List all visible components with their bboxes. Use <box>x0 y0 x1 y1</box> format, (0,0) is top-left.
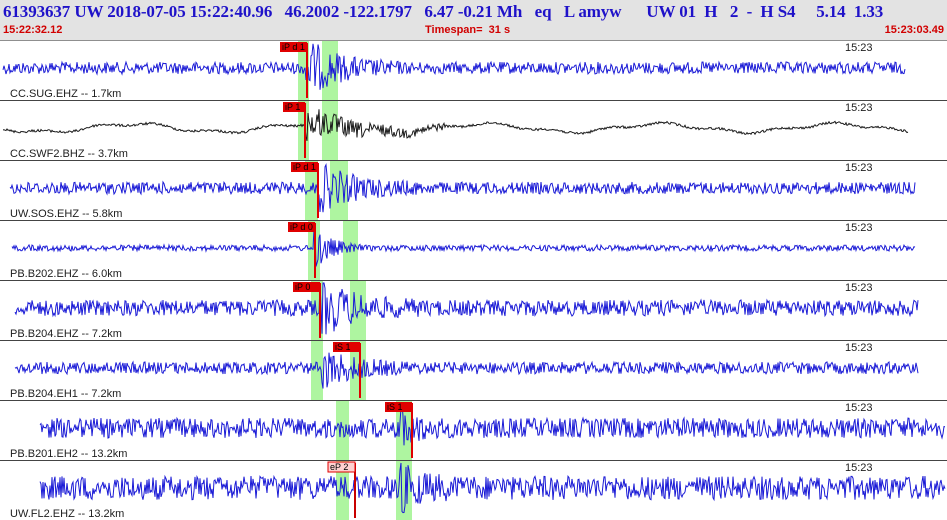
time-tick-label: 15:23 <box>845 402 873 414</box>
time-window <box>305 161 318 221</box>
event-header: 61393637 UW 2018-07-05 15:22:40.96 46.20… <box>0 0 947 41</box>
time-tick-label: 15:23 <box>845 462 873 474</box>
time-tick-label: 15:23 <box>845 102 873 114</box>
trace-row[interactable]: eP 2 15:23 UW.FL2.EHZ -- 13.2km <box>0 461 947 520</box>
station-label: CC.SWF2.BHZ -- 3.7km <box>10 148 128 160</box>
pick-flag[interactable] <box>288 222 315 232</box>
waveform <box>2 43 906 90</box>
station-label: CC.SUG.EHZ -- 1.7km <box>10 88 121 100</box>
station-label: PB.B204.EH1 -- 7.2km <box>10 388 121 400</box>
station-label: UW.FL2.EHZ -- 13.2km <box>10 508 124 520</box>
trace-panel[interactable]: iP d 1 15:23 CC.SUG.EHZ -- 1.7km iP 1 15:23 C… <box>0 41 947 520</box>
trace-row[interactable]: iP d 1 15:23 UW.SOS.EHZ -- 5.8km <box>0 161 947 221</box>
time-tick-label: 15:23 <box>845 42 873 54</box>
station-label: PB.B204.EHZ -- 7.2km <box>10 328 122 340</box>
station-label: PB.B202.EHZ -- 6.0km <box>10 268 122 280</box>
pick-flag[interactable] <box>293 282 320 292</box>
pick-label: iP d 0 <box>290 222 313 232</box>
time-window <box>298 101 309 161</box>
pick-flag[interactable] <box>280 42 307 52</box>
waveform <box>2 109 909 142</box>
waveform <box>14 352 919 389</box>
time-end: 15:23:03.49 <box>884 24 944 36</box>
trace-row[interactable]: iP d 1 15:23 CC.SUG.EHZ -- 1.7km <box>0 41 947 101</box>
waveform <box>11 225 916 267</box>
pick-flag[interactable] <box>291 162 318 172</box>
waveform <box>14 282 919 335</box>
waveform-canvas[interactable]: iP d 1 15:23 CC.SUG.EHZ -- 1.7km iP 1 15:23 C… <box>0 41 947 520</box>
time-window <box>336 461 349 520</box>
trace-row[interactable]: iP 1 15:23 CC.SWF2.BHZ -- 3.7km <box>0 101 947 161</box>
trace-row[interactable]: iS 1 15:23 PB.B201.EH2 -- 13.2km <box>0 401 947 461</box>
time-tick-label: 15:23 <box>845 342 873 354</box>
trace-row[interactable]: iS 1 15:23 PB.B204.EH1 -- 7.2km <box>0 341 947 401</box>
trace-row[interactable]: iP d 0 15:23 PB.B202.EHZ -- 6.0km <box>0 221 947 281</box>
pick-label: eP 2 <box>330 462 348 472</box>
time-tick-label: 15:23 <box>845 222 873 234</box>
trace-row[interactable]: iP 0 15:23 PB.B204.EHZ -- 7.2km <box>0 281 947 341</box>
pick-label: iP d 1 <box>282 42 305 52</box>
time-tick-label: 15:23 <box>845 282 873 294</box>
pick-flag[interactable] <box>385 402 412 412</box>
waveform <box>39 403 946 446</box>
time-window <box>336 401 349 461</box>
pick-label: iS 1 <box>387 402 403 412</box>
pick-label: iP 0 <box>295 282 310 292</box>
timespan-label: Timespan= 31 s <box>425 24 511 36</box>
time-window <box>311 341 323 401</box>
time-start: 15:22:32.12 <box>3 24 63 36</box>
pick-flag[interactable] <box>283 102 305 112</box>
pick-label: iP d 1 <box>293 162 316 172</box>
time-window <box>322 41 338 101</box>
station-label: UW.SOS.EHZ -- 5.8km <box>10 208 122 220</box>
pick-flag[interactable] <box>333 342 360 352</box>
time-tick-label: 15:23 <box>845 162 873 174</box>
waveform <box>39 462 946 514</box>
event-summary: 61393637 UW 2018-07-05 15:22:40.96 46.20… <box>3 2 884 21</box>
station-label: PB.B201.EH2 -- 13.2km <box>10 448 127 460</box>
pick-label: iS 1 <box>335 342 351 352</box>
pick-label: iP 1 <box>285 102 300 112</box>
pick-flag[interactable] <box>327 461 356 473</box>
waveform <box>9 162 916 213</box>
